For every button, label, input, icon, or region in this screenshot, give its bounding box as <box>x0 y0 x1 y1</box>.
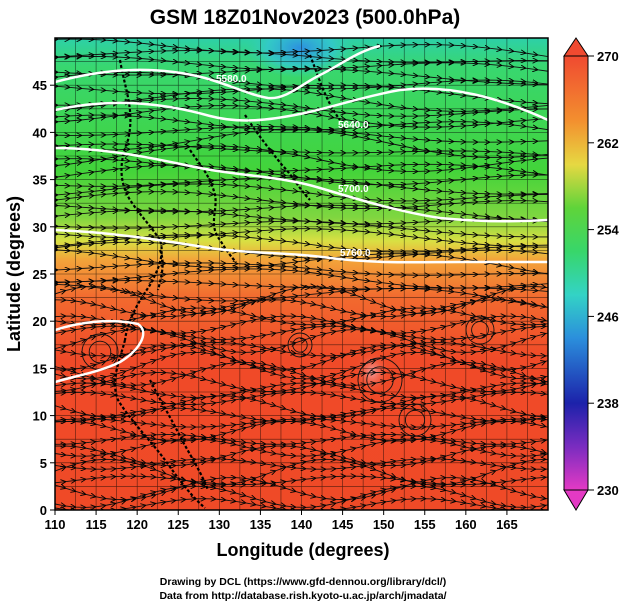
streamline-eddy <box>88 340 112 364</box>
y-tick-label: 35 <box>33 173 47 188</box>
x-tick-label: 115 <box>86 517 107 532</box>
x-tick-label: 120 <box>126 517 148 532</box>
map-plot-area: 5580.0 5640.0 5700.0 5760.0 <box>55 38 555 510</box>
y-tick-label: 40 <box>33 125 47 140</box>
contour-label-5580: 5580.0 <box>216 74 247 85</box>
y-tick-label: 0 <box>40 503 47 518</box>
x-tick-label: 155 <box>414 517 436 532</box>
streamline-eddy <box>465 315 495 345</box>
colorbar-label: 238 <box>597 396 619 411</box>
x-tick-label: 140 <box>291 517 313 532</box>
contour-5640 <box>55 87 548 122</box>
contour-label-5760: 5760.0 <box>340 248 371 259</box>
streamline-eddy <box>404 409 426 431</box>
x-tick-label: 145 <box>332 517 354 532</box>
coastline <box>113 54 341 509</box>
y-ticks: 0 5 10 15 20 25 30 35 40 45 <box>33 78 55 518</box>
y-tick-label: 5 <box>40 456 47 471</box>
x-tick-label: 130 <box>208 517 230 532</box>
y-tick-label: 15 <box>33 361 47 376</box>
y-tick-label: 25 <box>33 267 47 282</box>
colorbar-label: 254 <box>597 223 619 238</box>
streamline-eddy <box>357 357 403 403</box>
y-axis-title: Latitude (degrees) <box>4 196 24 352</box>
contour-5700 <box>55 146 548 223</box>
credit-data: Data from http://database.rish.kyoto-u.a… <box>159 590 446 602</box>
colorbar-ticks: 270 262 254 246 238 230 <box>588 49 619 498</box>
x-tick-label: 125 <box>167 517 189 532</box>
credit-drawing: Drawing by DCL (https://www.gfd-dennou.o… <box>160 576 446 588</box>
contour-5760 <box>55 228 548 264</box>
x-ticks: 110 115 120 125 130 135 140 145 150 155 160 165 <box>45 510 518 532</box>
streamline-eddy <box>471 321 489 339</box>
x-tick-label: 150 <box>373 517 395 532</box>
grid-lines <box>55 38 548 510</box>
contour-5580 <box>55 44 381 100</box>
colorbar-label: 270 <box>597 49 619 64</box>
colorbar-label: 246 <box>597 309 619 324</box>
y-tick-label: 45 <box>33 78 47 93</box>
contour-5880 <box>55 319 145 384</box>
x-tick-label: 110 <box>45 517 66 532</box>
chart-title: GSM 18Z01Nov2023 (500.0hPa) <box>150 6 461 29</box>
colorbar-body <box>563 55 589 491</box>
height-contours <box>55 44 548 384</box>
colorbar-bottom-triangle <box>563 489 589 511</box>
colorbar-label: 262 <box>597 136 619 151</box>
colorbar: 270 262 254 246 238 230 <box>563 37 619 511</box>
streamline-eddy <box>398 403 432 437</box>
x-axis-title: Longitude (degrees) <box>216 540 389 560</box>
x-tick-label: 160 <box>455 517 477 532</box>
streamline-eddy <box>292 337 308 353</box>
streamline <box>55 499 555 510</box>
streamline-eddy <box>287 332 313 358</box>
y-tick-label: 20 <box>33 314 47 329</box>
contour-label-5640: 5640.0 <box>338 120 369 131</box>
x-tick-label: 135 <box>250 517 272 532</box>
streamline-eddy <box>366 366 394 394</box>
colorbar-label: 230 <box>597 483 619 498</box>
streamlines <box>55 39 555 510</box>
y-tick-label: 10 <box>33 409 47 424</box>
colorbar-top-triangle <box>563 37 589 57</box>
x-tick-label: 165 <box>496 517 518 532</box>
contour-label-5700: 5700.0 <box>338 184 369 195</box>
y-tick-label: 30 <box>33 220 47 235</box>
